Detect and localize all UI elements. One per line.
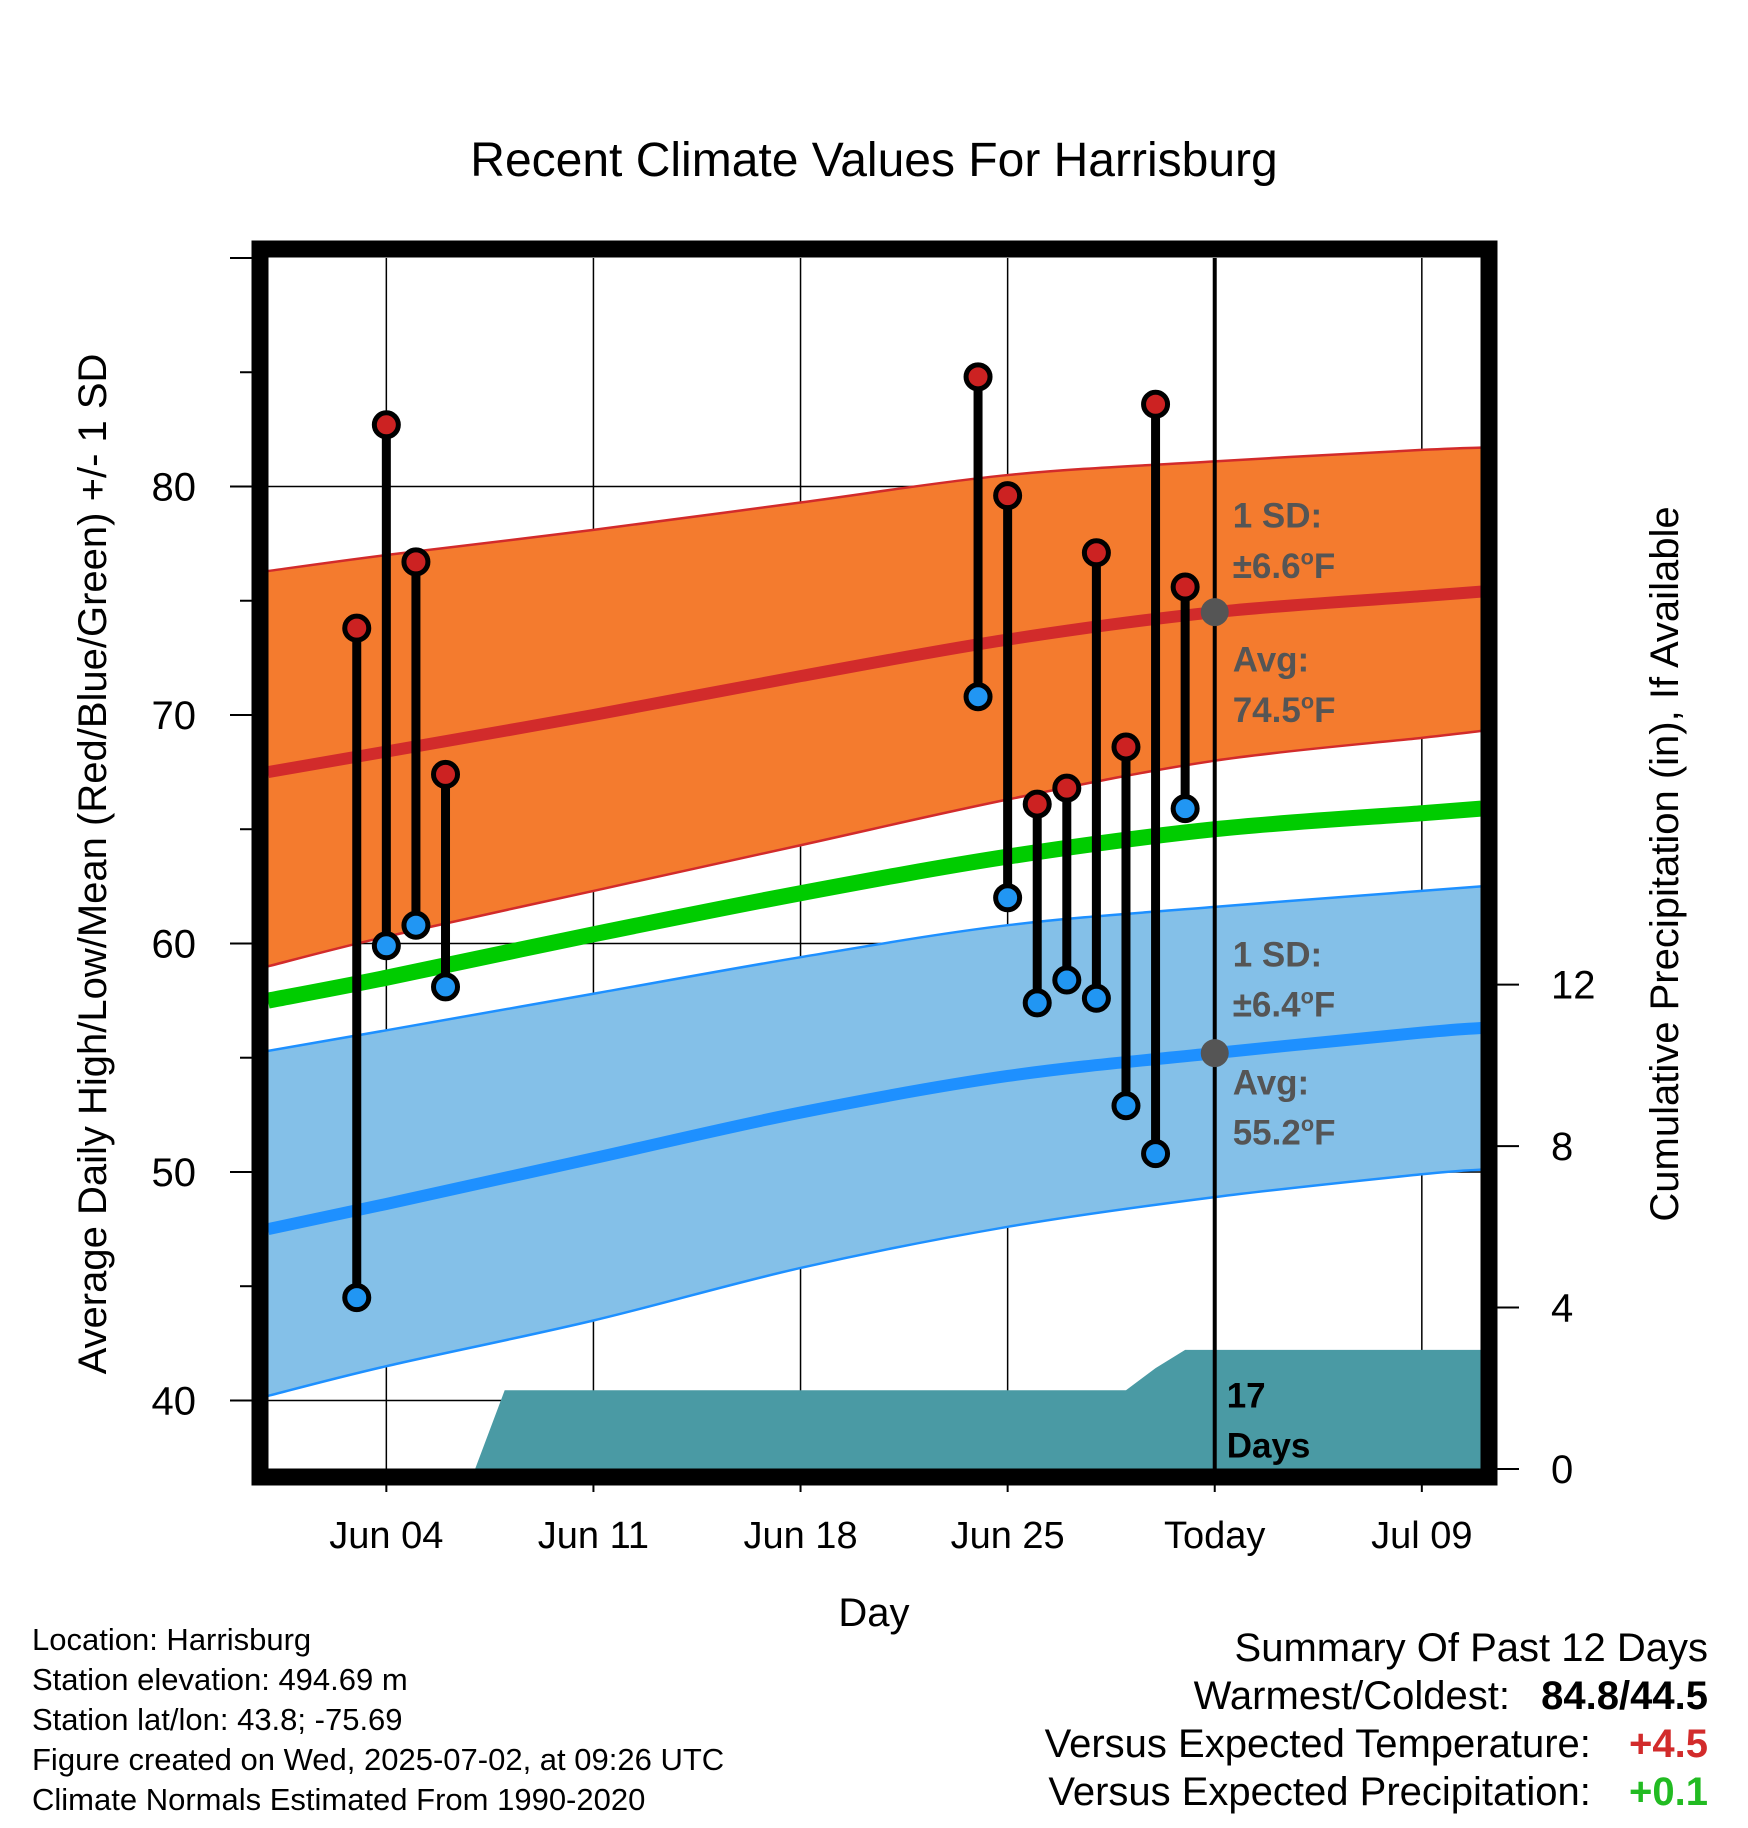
temp-departure-value: +4.5 <box>1629 1722 1708 1766</box>
low-avg-dot <box>1200 1039 1229 1068</box>
precip-departure-row: Versus Expected Precipitation: +0.1 <box>1045 1768 1708 1816</box>
coldest-value: 44.5 <box>1630 1674 1708 1718</box>
warmest-value: 84.8 <box>1541 1674 1620 1718</box>
latlon-text: Station lat/lon: 43.8; -75.69 <box>32 1702 403 1737</box>
y2-tick-label: 12 <box>1551 964 1596 1008</box>
y-tick-label: 80 <box>152 465 197 509</box>
obs-low-dot <box>1081 983 1111 1013</box>
obs-low-dot <box>1022 988 1052 1018</box>
low-sd-upper-edge <box>268 885 1481 1053</box>
obs-high-dot <box>342 613 372 643</box>
days-count-label: 17 <box>1227 1376 1266 1415</box>
y2-axis-label: Cumulative Precipitation (in), If Availa… <box>1643 506 1687 1221</box>
low-sd-label: 1 SD: <box>1233 935 1322 974</box>
obs-high-dot <box>963 362 993 392</box>
obs-high-dot <box>401 547 431 577</box>
y2-tick-label: 0 <box>1551 1448 1573 1492</box>
obs-high-dot <box>431 759 461 789</box>
axes: Jun 04 Jun 11 Jun 18 Jun 25 Today Jul 0940506… <box>152 257 1596 1557</box>
low-sd-band <box>268 886 1481 1396</box>
warmest-coldest-label: Warmest/Coldest: <box>1193 1674 1511 1718</box>
obs-high-dot <box>371 410 401 440</box>
high-sd-value: ±6.6oF <box>1233 545 1336 586</box>
obs-high-dot <box>1141 389 1171 419</box>
summary-panel: Summary Of Past 12 Days Warmest/Coldest:… <box>1045 1624 1708 1816</box>
obs-high-dot <box>993 481 1023 511</box>
high-sd-upper-edge <box>268 446 1481 573</box>
low-avg-label: Avg: <box>1233 1063 1309 1102</box>
x-axis-label: Day <box>838 1591 909 1635</box>
obs-low-dot <box>1111 1091 1141 1121</box>
elevation-text: Station elevation: 494.69 m <box>32 1662 408 1697</box>
y-tick-label: 40 <box>152 1379 197 1423</box>
obs-high-dot <box>1052 773 1082 803</box>
slash-separator: / <box>1619 1674 1631 1718</box>
annotations: 1 SD: ±6.6oF Avg: 74.5oF 1 SD: ±6.4oF Avg: 55.2… <box>1200 497 1336 1466</box>
summary-title: Summary Of Past 12 Days <box>1234 1626 1708 1670</box>
temp-departure-row: Versus Expected Temperature: +4.5 <box>1045 1720 1708 1768</box>
high-avg-label: Avg: <box>1233 641 1309 680</box>
x-tick-label: Jun 11 <box>538 1515 649 1557</box>
x-tick-label: Today <box>1164 1515 1265 1557</box>
y-axis-label: Average Daily High/Low/Mean (Red/Blue/Gr… <box>71 354 115 1375</box>
high-sd-label: 1 SD: <box>1233 497 1322 536</box>
precip-departure-label: Versus Expected Precipitation: <box>1048 1770 1591 1814</box>
obs-low-dot <box>1052 965 1082 995</box>
location-text: Location: Harrisburg <box>32 1622 312 1657</box>
y-tick-label: 50 <box>152 1151 197 1195</box>
high-avg-dot <box>1200 598 1229 627</box>
x-tick-label: Jul 09 <box>1371 1515 1472 1557</box>
y2-tick-label: 4 <box>1551 1287 1573 1331</box>
obs-high-dot <box>1081 538 1111 568</box>
precip-departure-value: +0.1 <box>1629 1770 1708 1814</box>
plot-frame <box>251 240 1498 1486</box>
obs-low-dot <box>431 972 461 1002</box>
obs-high-dot <box>1022 789 1052 819</box>
obs-low-dot <box>993 883 1023 913</box>
x-tick-label: Jun 18 <box>743 1515 857 1557</box>
daily-mean-line <box>268 800 1481 1009</box>
high-mean-line <box>268 585 1481 779</box>
obs-low-dot <box>401 910 431 940</box>
station-info: Location: Harrisburg Station elevation: … <box>32 1620 724 1820</box>
low-sd-lower-edge <box>268 1168 1481 1398</box>
low-avg-value: 55.2oF <box>1233 1111 1336 1152</box>
obs-low-dot <box>963 682 993 712</box>
obs-high-dot <box>1111 732 1141 762</box>
y2-tick-label: 8 <box>1551 1125 1573 1169</box>
x-tick-label: Jun 04 <box>329 1515 443 1557</box>
y-tick-label: 70 <box>152 694 197 738</box>
temp-departure-label: Versus Expected Temperature: <box>1044 1722 1591 1766</box>
obs-low-dot <box>342 1283 372 1313</box>
warmest-coldest-row: Warmest/Coldest: 84.8/44.5 <box>1045 1672 1708 1720</box>
low-mean-line <box>268 1022 1481 1235</box>
x-tick-label: Jun 25 <box>951 1515 1065 1557</box>
plot-data <box>268 258 1481 1469</box>
obs-low-dot <box>1141 1139 1171 1169</box>
low-sd-value: ±6.4oF <box>1233 983 1336 1024</box>
created-text: Figure created on Wed, 2025-07-02, at 09… <box>32 1742 725 1777</box>
days-word-label: Days <box>1227 1427 1311 1466</box>
chart-title: Recent Climate Values For Harrisburg <box>470 134 1277 187</box>
y-tick-label: 60 <box>152 922 197 966</box>
obs-low-dot <box>371 931 401 961</box>
high-avg-value: 74.5oF <box>1233 689 1336 730</box>
normals-text: Climate Normals Estimated From 1990-2020 <box>32 1782 646 1817</box>
obs-low-dot <box>1170 794 1200 824</box>
obs-high-dot <box>1170 572 1200 602</box>
precip-area <box>475 1349 1481 1469</box>
